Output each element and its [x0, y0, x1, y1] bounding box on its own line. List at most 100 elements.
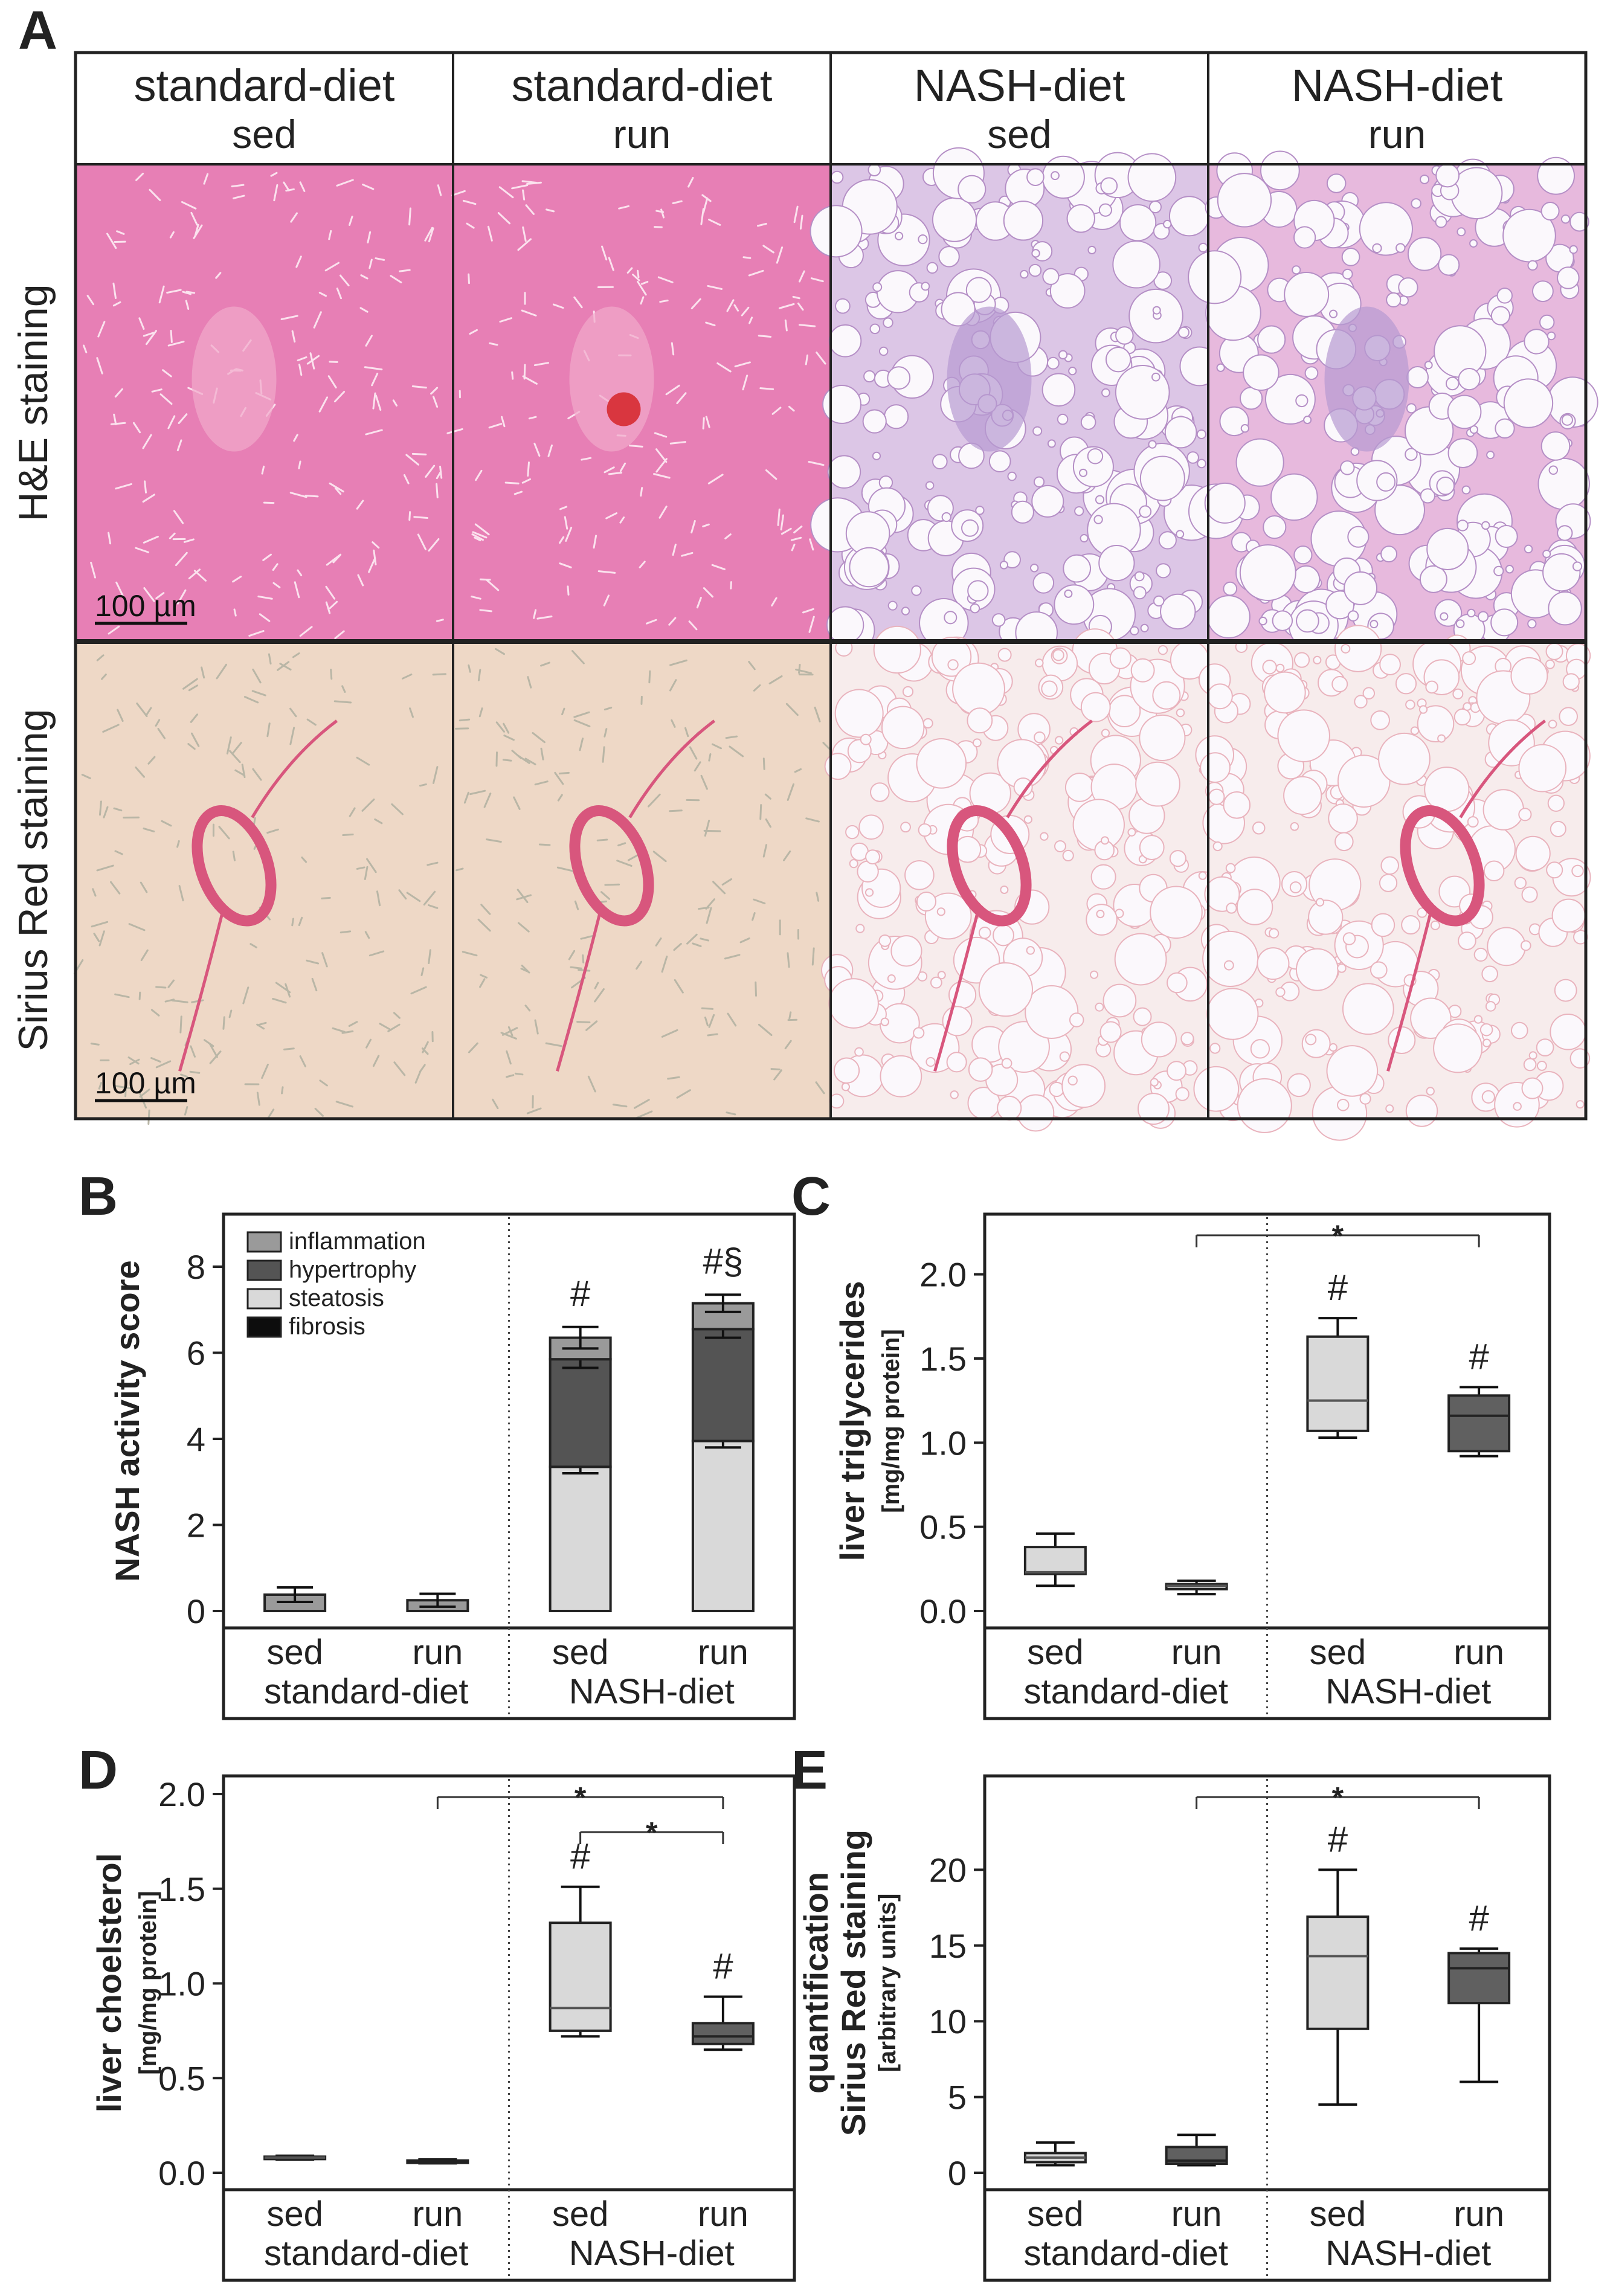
- fat-vacuole: [1243, 354, 1280, 391]
- fat-vacuole: [822, 384, 861, 424]
- fat-vacuole: [967, 580, 989, 602]
- fat-vacuole: [1139, 505, 1152, 518]
- fat-vacuole: [1481, 1090, 1495, 1104]
- tissue-texture: [498, 186, 514, 199]
- fat-vacuole: [1572, 561, 1583, 571]
- y-tick-label: 5: [948, 2079, 967, 2117]
- fat-vacuole: [1017, 1094, 1055, 1132]
- fat-vacuole: [830, 170, 844, 184]
- tissue-texture: [707, 1033, 718, 1037]
- tissue-texture: [521, 180, 538, 184]
- tissue-texture: [811, 947, 815, 966]
- bar-segment-steatosis: [549, 1465, 612, 1612]
- tissue-texture: [93, 933, 100, 942]
- fat-vacuole: [1137, 1093, 1170, 1125]
- tissue-texture: [540, 747, 544, 761]
- scale-bar-label: 100 µm: [95, 1066, 196, 1100]
- tissue-texture: [360, 274, 369, 280]
- fat-vacuole: [1548, 591, 1582, 626]
- tissue-texture: [538, 843, 551, 846]
- fat-vacuole: [855, 924, 865, 933]
- tissue-texture: [805, 354, 808, 365]
- tissue-texture: [501, 1027, 518, 1036]
- tissue-texture: [114, 388, 123, 398]
- tissue-texture: [291, 330, 296, 343]
- tissue-texture: [585, 1020, 598, 1031]
- tissue-texture: [705, 416, 710, 428]
- tissue-texture: [144, 480, 147, 494]
- tissue-texture: [335, 1101, 353, 1108]
- tissue-texture: [364, 866, 369, 880]
- tissue-texture: [309, 352, 315, 370]
- tissue-texture: [788, 1011, 792, 1020]
- fat-vacuole: [826, 606, 864, 644]
- tissue-texture: [356, 866, 365, 870]
- y-axis-unit: [arbitrary units]: [874, 1894, 901, 2073]
- fat-vacuole: [1169, 850, 1186, 867]
- micrograph-tile: [1188, 150, 1598, 651]
- tissue-texture: [175, 551, 188, 567]
- fat-vacuole: [1536, 1038, 1554, 1056]
- tissue-texture: [298, 916, 303, 927]
- fat-vacuole: [1164, 416, 1197, 449]
- fat-vacuole: [1032, 572, 1055, 594]
- tissue-texture: [115, 581, 125, 599]
- fat-vacuole: [1101, 388, 1110, 397]
- tissue-texture: [136, 703, 148, 718]
- tissue-texture: [703, 587, 714, 598]
- tissue-texture: [691, 519, 696, 534]
- fat-vacuole: [1554, 979, 1577, 1002]
- tissue-texture: [486, 838, 502, 843]
- fat-vacuole: [936, 907, 945, 916]
- fat-vacuole: [1546, 861, 1563, 879]
- tissue-texture: [522, 189, 526, 201]
- tissue-texture: [97, 321, 106, 338]
- fat-vacuole: [1175, 1087, 1189, 1101]
- tissue-texture: [795, 668, 812, 674]
- tissue-texture: [790, 536, 802, 541]
- fat-vacuole: [1435, 163, 1460, 188]
- tissue-texture: [748, 317, 753, 324]
- fat-vacuole: [1453, 708, 1471, 726]
- fat-vacuole: [1275, 663, 1285, 673]
- tissue-texture: [234, 769, 246, 777]
- x-tick-label: run: [698, 2195, 748, 2234]
- tissue-texture: [604, 883, 620, 886]
- fat-vacuole: [1545, 659, 1555, 669]
- panel-letter-a: A: [18, 1, 57, 61]
- tissue-texture: [306, 355, 320, 365]
- tissue-texture: [262, 553, 272, 561]
- fat-vacuole: [1518, 808, 1532, 822]
- fat-vacuole: [1029, 564, 1039, 573]
- tissue-texture: [463, 791, 469, 804]
- fat-vacuole: [1417, 907, 1428, 918]
- tissue-texture: [759, 387, 774, 390]
- tissue-texture: [781, 527, 792, 535]
- fat-vacuole: [870, 782, 890, 802]
- fat-vacuole: [828, 978, 879, 1029]
- fat-vacuole: [1270, 473, 1318, 521]
- fat-vacuole: [1103, 983, 1137, 1018]
- tissue-texture: [140, 949, 149, 962]
- tissue-texture: [540, 661, 550, 667]
- fat-vacuole: [1341, 248, 1360, 266]
- tissue-texture: [653, 473, 671, 479]
- fat-vacuole: [833, 1057, 860, 1084]
- tissue-texture: [232, 576, 242, 583]
- tissue-texture: [455, 727, 469, 730]
- tissue-texture: [808, 461, 825, 466]
- tissue-texture: [497, 212, 511, 225]
- tissue-texture: [503, 722, 510, 734]
- fat-vacuole: [1112, 240, 1160, 289]
- fat-vacuole: [1326, 1045, 1379, 1097]
- tissue-texture: [185, 300, 190, 310]
- tissue-texture: [758, 1023, 773, 1037]
- fat-vacuole: [1548, 465, 1559, 475]
- fat-vacuole: [1100, 177, 1118, 195]
- fat-vacuole: [1098, 203, 1112, 217]
- fat-vacuole: [1226, 902, 1237, 914]
- tissue-texture: [459, 718, 471, 722]
- tissue-texture: [114, 1085, 130, 1090]
- tissue-texture: [603, 594, 610, 606]
